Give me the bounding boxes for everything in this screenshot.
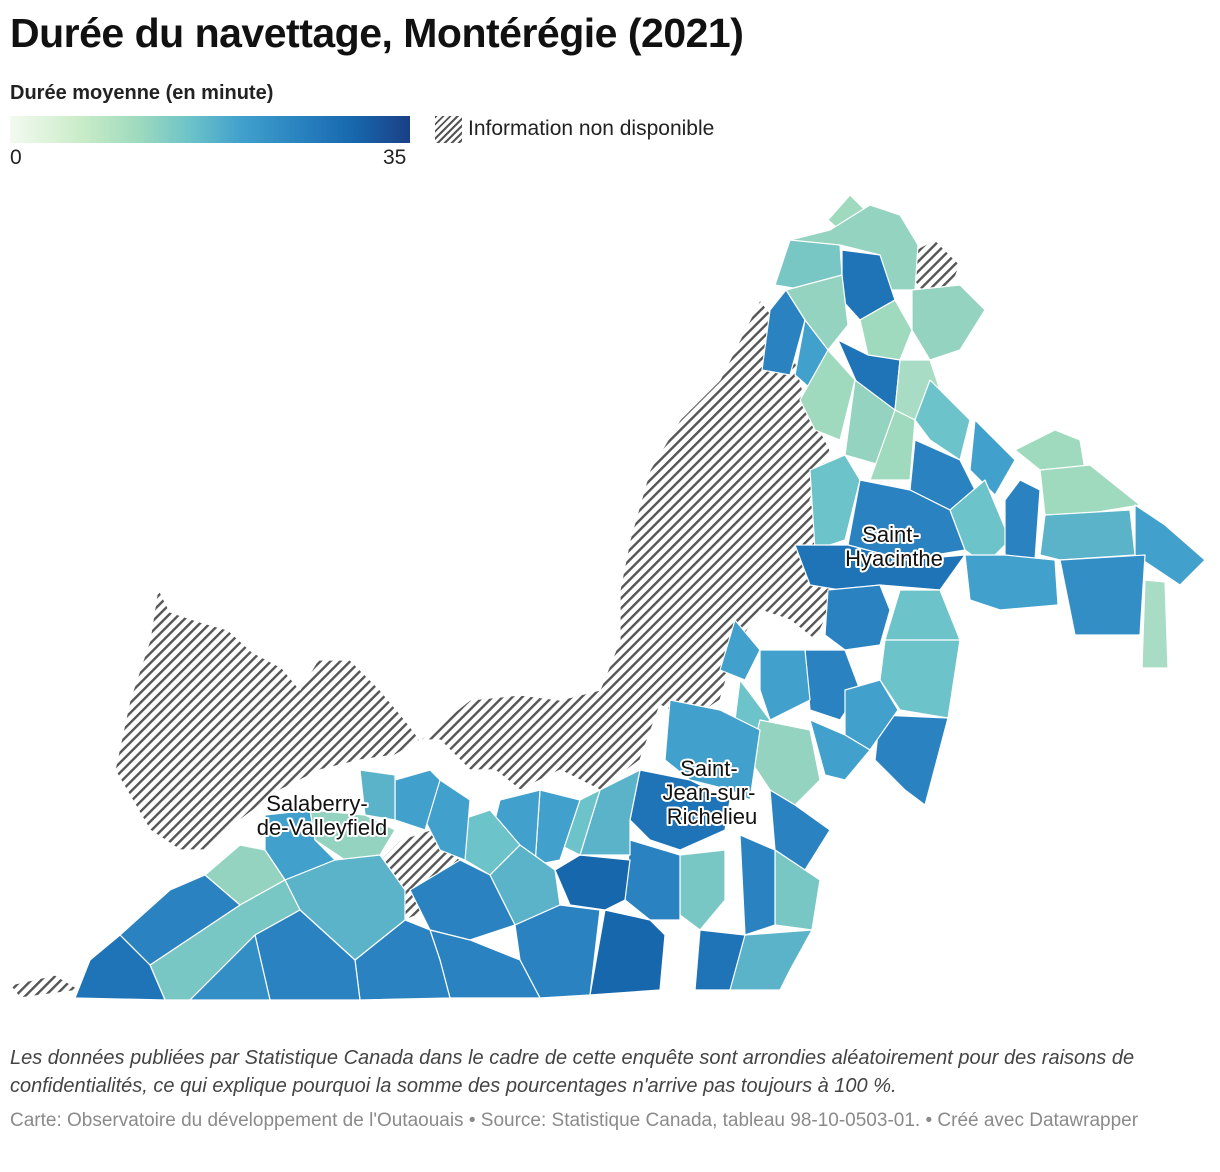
municipality[interactable] — [879, 639, 961, 719]
city-label-saint-hyacinthe: Saint- Hyacinthe — [845, 522, 943, 571]
municipality[interactable] — [554, 854, 631, 911]
municipality[interactable] — [719, 619, 761, 681]
municipality[interactable] — [761, 289, 806, 376]
municipality[interactable] — [74, 934, 166, 1001]
map-title: Durée du navettage, Montérégie (2021) — [10, 10, 744, 56]
city-label-line: de-Valleyfield — [257, 815, 387, 840]
municipality[interactable] — [189, 934, 271, 1001]
city-label-saint-jean-sur-richelieu: Saint- Jean-sur- Richelieu — [662, 756, 761, 829]
municipality[interactable] — [859, 299, 913, 361]
municipality[interactable] — [874, 714, 949, 806]
municipality[interactable] — [1134, 504, 1206, 586]
municipality[interactable] — [1141, 579, 1169, 669]
municipality[interactable] — [969, 419, 1016, 496]
city-label-line: Saint- — [862, 522, 919, 547]
city-label-line: Salaberry- — [266, 791, 367, 816]
hatch-pattern-icon — [435, 116, 462, 143]
source-credit: Carte: Observatoire du développement de … — [10, 1110, 1139, 1131]
municipality[interactable] — [679, 849, 726, 931]
municipality[interactable] — [911, 284, 986, 361]
municipality[interactable] — [589, 909, 666, 996]
city-label-line: Hyacinthe — [845, 546, 943, 571]
na-region-west-tip[interactable] — [9, 974, 81, 999]
municipality[interactable] — [869, 409, 916, 481]
municipality[interactable] — [844, 679, 899, 751]
municipality[interactable] — [799, 349, 856, 441]
municipality[interactable] — [1039, 509, 1136, 561]
municipality[interactable] — [1004, 479, 1041, 561]
municipality[interactable] — [824, 584, 891, 651]
legend-title: Durée moyenne (en minute) — [10, 82, 274, 104]
municipality[interactable] — [1039, 464, 1141, 516]
municipality[interactable] — [914, 379, 971, 461]
city-label-salaberry-de-valleyfield: Salaberry- de-Valleyfield — [257, 791, 387, 840]
municipality[interactable] — [359, 769, 396, 821]
municipality[interactable] — [809, 454, 861, 551]
footnote: Les données publiées par Statistique Can… — [10, 1047, 1135, 1097]
municipality[interactable] — [759, 649, 811, 721]
municipality[interactable] — [809, 719, 871, 781]
municipality[interactable] — [729, 929, 813, 991]
choropleth-map: Saint- Hyacinthe Saint- Jean-sur- Richel… — [9, 194, 1206, 1001]
city-label-line: Saint- — [680, 756, 737, 781]
na-region-vaudreuil-soulanges[interactable] — [114, 587, 421, 851]
legend-color-scale — [10, 116, 410, 143]
legend-min-label: 0 — [10, 146, 22, 169]
legend-max-label: 35 — [383, 146, 407, 169]
municipality[interactable] — [739, 834, 776, 936]
municipality[interactable] — [1059, 554, 1146, 636]
municipality[interactable] — [629, 769, 731, 851]
city-label-line: Jean-sur- — [662, 780, 755, 805]
municipality[interactable] — [1014, 429, 1086, 471]
municipality[interactable] — [664, 699, 761, 801]
city-label-line: Richelieu — [667, 804, 758, 829]
municipality[interactable] — [769, 789, 831, 871]
municipality[interactable] — [624, 839, 681, 921]
municipality[interactable] — [964, 554, 1059, 611]
municipality[interactable] — [949, 479, 1011, 566]
legend-na-label: Information non disponible — [468, 117, 715, 140]
